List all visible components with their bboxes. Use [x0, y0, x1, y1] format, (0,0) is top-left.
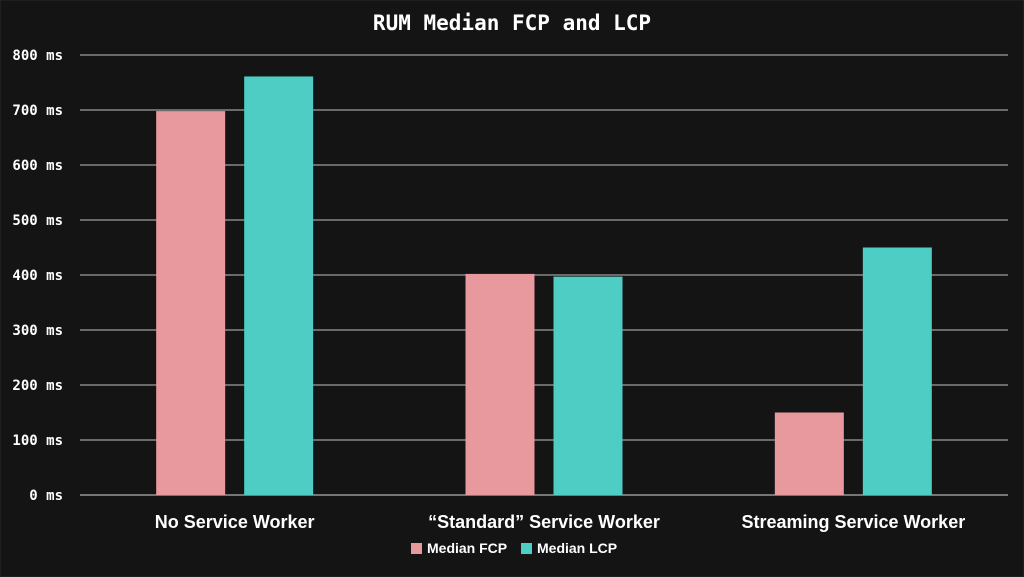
x-tick-label: “Standard” Service Worker [428, 512, 660, 532]
y-tick-label: 700 ms [12, 103, 63, 119]
y-tick-label: 800 ms [12, 48, 63, 64]
y-tick-label: 600 ms [12, 158, 63, 174]
y-tick-label: 200 ms [12, 378, 63, 394]
bar-median-lcp [244, 76, 314, 495]
gridlines [80, 54, 1008, 496]
bar-median-fcp [774, 412, 844, 495]
bars [156, 76, 932, 495]
x-tick-label: Streaming Service Worker [741, 512, 965, 532]
legend-swatch [521, 543, 532, 554]
y-tick-label: 500 ms [12, 213, 63, 229]
x-tick-label: No Service Worker [155, 512, 315, 532]
y-tick-label: 100 ms [12, 433, 63, 449]
y-tick-label: 300 ms [12, 323, 63, 339]
y-tick-label: 400 ms [12, 268, 63, 284]
bar-median-fcp [465, 273, 535, 495]
y-axis: 0 ms 100 ms 200 ms 300 ms 400 ms 500 ms 600 ms… [12, 48, 63, 504]
chart-title: RUM Median FCP and LCP [373, 11, 651, 35]
bar-median-lcp [862, 247, 932, 495]
legend: Median FCP Median LCP [411, 540, 617, 556]
legend-swatch [411, 543, 422, 554]
bar-median-fcp [156, 111, 226, 495]
legend-label: Median FCP [427, 540, 507, 556]
bar-median-lcp [553, 276, 623, 495]
y-tick-label: 0 ms [29, 488, 63, 504]
legend-label: Median LCP [537, 540, 617, 556]
x-axis: No Service Worker “Standard” Service Work… [155, 512, 965, 532]
